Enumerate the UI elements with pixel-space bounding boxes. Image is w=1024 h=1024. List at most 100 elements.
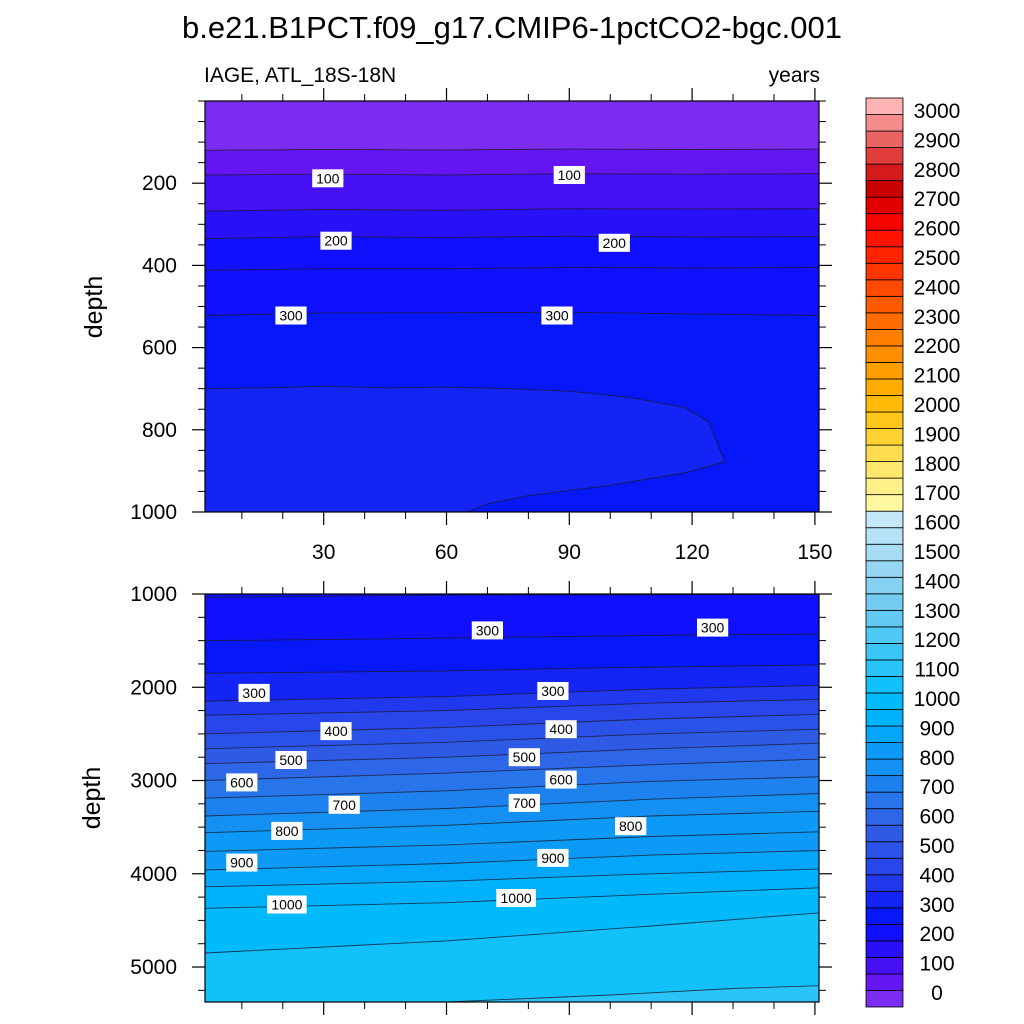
contour-label-text: 400 <box>549 721 573 737</box>
colorbar-box <box>865 378 904 396</box>
contour-label-text: 700 <box>513 795 537 811</box>
contour-label-bg <box>275 751 307 769</box>
contour-line-100 <box>205 173 819 176</box>
contour-label-bg <box>320 722 352 741</box>
colorbar-box <box>865 477 904 496</box>
contour-label-bg <box>226 773 258 792</box>
colorbar-box <box>865 874 904 892</box>
contour-label: 300 <box>697 618 729 637</box>
colorbar-label: 1200 <box>914 629 961 652</box>
colorbar-box <box>865 758 904 777</box>
contour-label: 700 <box>328 795 360 814</box>
contour-line-850 <box>205 831 819 852</box>
upper-contour-fills <box>205 101 819 512</box>
contour-label-text: 800 <box>275 823 299 839</box>
contour-label-text: 300 <box>476 622 500 638</box>
contour-label-bg <box>508 793 540 812</box>
y-tick-label: 600 <box>142 337 177 360</box>
contour-label-text: 300 <box>242 685 266 701</box>
upper-ticks: 200 400 600 800 1000 30 60 90 120 150 <box>130 88 832 564</box>
colorbar-box <box>865 643 904 661</box>
contour-label-bg <box>541 306 573 325</box>
colorbar-box <box>865 609 904 628</box>
contour-band-1050 <box>205 912 819 1002</box>
contour-line-1050 <box>205 912 819 954</box>
contour-band-1100 <box>205 985 819 1002</box>
colorbar-box <box>865 395 904 413</box>
colorbar-box <box>865 973 904 991</box>
colorbar-label: 2200 <box>914 335 961 358</box>
contour-label-text: 900 <box>541 850 565 866</box>
contour-label: 600 <box>545 770 577 789</box>
colorbar-label: 1700 <box>914 482 961 505</box>
contour-line-800 <box>205 810 819 834</box>
contour-label-text: 400 <box>324 723 348 739</box>
colorbar-box <box>865 890 904 909</box>
colorbar-box <box>865 312 904 330</box>
colorbar-label: 400 <box>919 864 954 887</box>
y-tick-label: 2000 <box>130 676 177 699</box>
colorbar-box <box>865 461 904 479</box>
x-tick-label: 30 <box>312 541 335 564</box>
colorbar-label: 1300 <box>914 600 961 623</box>
colorbar-box <box>865 791 904 810</box>
colorbar-label: 3000 <box>914 100 961 123</box>
colorbar-box <box>865 907 904 925</box>
contour-label: 400 <box>320 722 352 741</box>
contour-label-bg <box>320 231 352 250</box>
colorbar-label: 2700 <box>914 188 961 211</box>
colorbar-label: 1800 <box>914 453 961 476</box>
contour-label-text: 700 <box>333 797 357 813</box>
contour-line-450 <box>205 698 819 716</box>
colorbar-box <box>865 990 904 1008</box>
x-tick-label: 120 <box>675 541 710 564</box>
colorbar-box <box>865 725 904 743</box>
colorbar-box <box>865 857 904 876</box>
colorbar-box <box>865 328 904 347</box>
colorbar-label: 1600 <box>914 512 961 535</box>
y-tick-label: 200 <box>142 172 177 195</box>
contour-label-text: 100 <box>316 170 340 186</box>
colorbar-box <box>865 444 904 463</box>
contour-label-bg <box>226 853 258 872</box>
contour-line-650 <box>205 758 819 781</box>
colorbar: 0 100 200 300 400 500 600 700 800 900 1000 1100 1200… <box>865 97 961 1008</box>
contour-label-text: 300 <box>545 308 569 324</box>
colorbar-box <box>865 494 904 512</box>
colorbar-box <box>865 527 904 545</box>
contour-label-bg <box>496 889 536 907</box>
contour-label-text: 500 <box>513 749 537 765</box>
contour-label: 200 <box>598 233 630 252</box>
contour-label: 700 <box>508 793 540 812</box>
contour-line-1000 <box>205 887 819 909</box>
colorbar-box <box>865 180 904 198</box>
contour-label-bg <box>312 169 344 188</box>
contour-label: 900 <box>537 848 569 867</box>
contour-label-text: 100 <box>558 167 582 183</box>
contour-label: 600 <box>226 773 258 792</box>
colorbar-label: 2100 <box>914 365 961 388</box>
contour-line-200 <box>205 235 819 240</box>
y-tick-label: 400 <box>142 254 177 277</box>
contour-label-text: 500 <box>279 752 303 768</box>
colorbar-label: 100 <box>919 953 954 976</box>
contour-label: 500 <box>275 751 307 769</box>
colorbar-box <box>865 923 904 942</box>
contour-line-750 <box>205 793 819 817</box>
y-tick-label: 800 <box>142 419 177 442</box>
colorbar-label: 1400 <box>914 570 961 593</box>
colorbar-box <box>865 262 904 281</box>
contour-label: 300 <box>537 682 569 700</box>
contour-label-text: 200 <box>603 235 627 251</box>
upper-contour-labels: 100 100 200 200 300 300 <box>275 166 630 325</box>
colorbar-label: 2300 <box>914 306 961 329</box>
colorbar-box <box>865 147 904 165</box>
colorbar-label: 500 <box>919 835 954 858</box>
x-tick-label: 90 <box>558 541 581 564</box>
colorbar-box <box>865 163 904 182</box>
colorbar-box <box>865 593 904 611</box>
contour-label: 500 <box>508 748 540 767</box>
contour-line-350 <box>205 385 726 512</box>
